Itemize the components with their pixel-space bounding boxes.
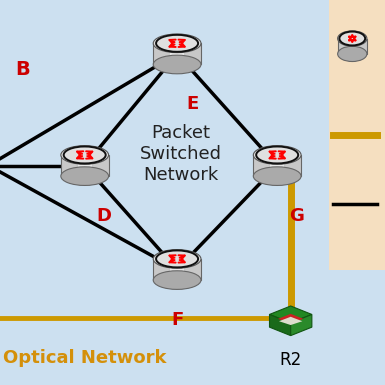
Ellipse shape bbox=[153, 55, 201, 74]
Polygon shape bbox=[338, 38, 367, 54]
Ellipse shape bbox=[61, 146, 109, 164]
Ellipse shape bbox=[253, 146, 301, 164]
Polygon shape bbox=[77, 155, 92, 176]
Polygon shape bbox=[270, 315, 291, 336]
Polygon shape bbox=[270, 155, 285, 176]
Polygon shape bbox=[61, 155, 109, 176]
Text: E: E bbox=[186, 95, 199, 113]
Polygon shape bbox=[153, 44, 201, 64]
Ellipse shape bbox=[153, 271, 201, 290]
Polygon shape bbox=[253, 155, 301, 176]
Text: Optical Network: Optical Network bbox=[3, 349, 166, 367]
Text: B: B bbox=[15, 60, 30, 79]
Polygon shape bbox=[279, 317, 302, 325]
Polygon shape bbox=[170, 44, 184, 64]
Polygon shape bbox=[278, 314, 303, 323]
Text: D: D bbox=[97, 207, 111, 224]
Ellipse shape bbox=[338, 31, 367, 46]
Text: R2: R2 bbox=[280, 351, 302, 369]
FancyBboxPatch shape bbox=[329, 0, 385, 270]
Polygon shape bbox=[170, 259, 184, 280]
Ellipse shape bbox=[61, 167, 109, 186]
Polygon shape bbox=[270, 306, 312, 323]
Ellipse shape bbox=[253, 167, 301, 186]
Text: Packet
Switched
Network: Packet Switched Network bbox=[140, 124, 222, 184]
Polygon shape bbox=[348, 38, 357, 54]
Polygon shape bbox=[153, 259, 201, 280]
Text: G: G bbox=[289, 207, 304, 224]
Ellipse shape bbox=[153, 249, 201, 268]
Polygon shape bbox=[291, 315, 312, 336]
Text: F: F bbox=[171, 311, 183, 328]
Ellipse shape bbox=[153, 34, 201, 53]
Ellipse shape bbox=[338, 46, 367, 62]
